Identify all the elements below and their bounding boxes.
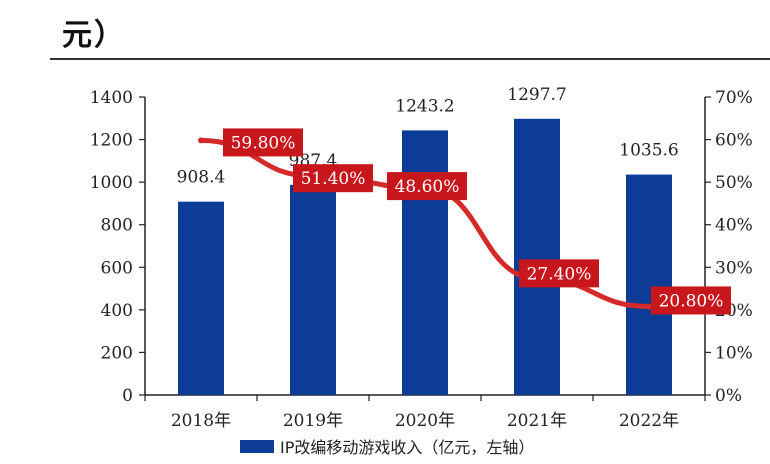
bar — [178, 201, 224, 395]
left-tick-label: 800 — [101, 216, 133, 236]
bar-value-label: 1035.6 — [619, 141, 678, 161]
bar — [514, 118, 560, 396]
line-value-label: 20.80% — [659, 291, 724, 311]
right-tick-label: 0% — [715, 386, 742, 406]
bar-value-label: 1297.7 — [507, 85, 566, 105]
left-tick-label: 1000 — [90, 173, 133, 193]
right-tick-label: 50% — [715, 173, 753, 193]
left-tick-label: 200 — [101, 343, 133, 363]
left-tick-label: 1400 — [90, 88, 133, 108]
left-tick-label: 0 — [122, 386, 133, 406]
right-tick-label: 60% — [715, 131, 753, 151]
x-tick-label: 2022年 — [619, 411, 679, 431]
x-tick-label: 2021年 — [507, 411, 567, 431]
line-value-box — [519, 259, 599, 288]
right-tick-label: 10% — [715, 343, 753, 363]
bar — [626, 174, 672, 395]
right-tick-label: 40% — [715, 216, 753, 236]
legend-swatch — [240, 440, 274, 453]
line-value-label: 51.40% — [301, 169, 366, 189]
line-value-box — [651, 286, 731, 315]
data-labels: 908.4987.41243.21297.71035.659.80%51.40%… — [177, 85, 731, 315]
title-divider — [50, 58, 770, 60]
left-tick-label: 1200 — [90, 131, 133, 151]
share-line-point — [198, 137, 204, 144]
line-value-box — [293, 164, 373, 193]
x-tick-label: 2019年 — [283, 411, 343, 431]
right-tick-label: 70% — [715, 88, 753, 108]
right-tick-label: 30% — [715, 258, 753, 278]
x-tick-label: 2018年 — [171, 411, 231, 431]
bar-value-label: 1243.2 — [395, 96, 454, 116]
line-value-label: 48.60% — [395, 177, 460, 197]
title-fragment: 元） — [62, 18, 126, 53]
x-tick-label: 2020年 — [395, 411, 455, 431]
bar — [290, 184, 336, 395]
bars — [178, 118, 672, 396]
line-value-label: 27.40% — [527, 264, 592, 284]
bar-value-label: 908.4 — [177, 168, 226, 188]
line-value-box — [223, 128, 303, 157]
line-value-label: 59.80% — [231, 133, 296, 153]
share-line-point — [646, 303, 652, 310]
bar — [402, 130, 448, 395]
left-tick-label: 600 — [101, 258, 133, 278]
legend-label: IP改编移动游戏收入（亿元，左轴） — [280, 438, 534, 457]
left-tick-label: 400 — [101, 301, 133, 321]
line-value-box — [387, 172, 467, 201]
axes: 02004006008001000120014000%10%20%30%40%5… — [90, 88, 753, 431]
legend: IP改编移动游戏收入（亿元，左轴） — [240, 438, 534, 457]
